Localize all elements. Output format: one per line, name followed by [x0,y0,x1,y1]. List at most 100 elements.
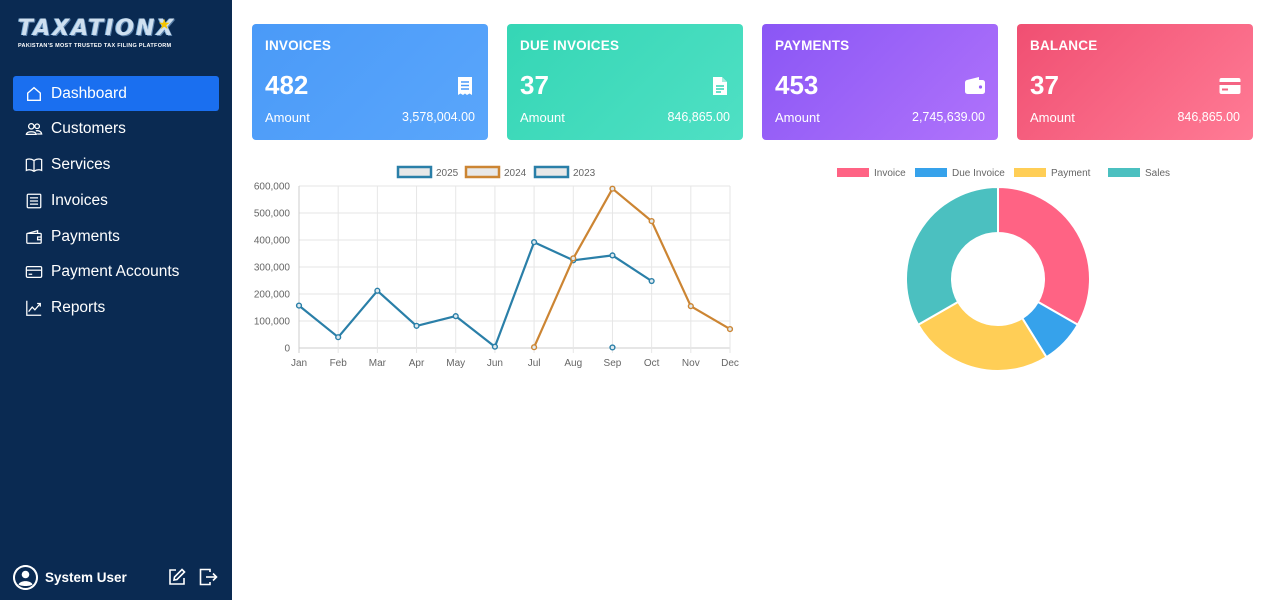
x-tick-label: Jan [291,358,307,369]
donut-slice-invoice [997,185,1091,327]
summary-donut-chart: Invoice Due Invoice Payment Sales [837,168,1170,372]
x-tick-label: Apr [409,358,425,369]
sidebar-item-label: Reports [51,299,106,317]
sidebar: TAXATIONX ★ PAKISTAN'S MOST TRUSTED TAX … [0,0,232,600]
data-point [609,252,616,259]
card-amount: 846,865.00 [1177,110,1240,124]
card-amount: 2,745,639.00 [912,110,985,124]
legend-item: 2025 [396,165,459,179]
legend-label: 2024 [504,168,527,179]
legend-label: Payment [1051,168,1091,179]
home-icon [25,85,43,103]
sidebar-item-label: Services [51,156,111,174]
chart-icon [25,299,43,317]
balance-card[interactable]: BALANCE 37 Amount 846,865.00 [1017,24,1253,140]
legend-item: Payment [1014,168,1091,179]
donut-slice-payment [916,300,1048,372]
invoices-card[interactable]: INVOICES 482 Amount 3,578,004.00 [252,24,488,140]
logo-wordmark: TAXATIONX [18,16,176,41]
sidebar-item-services[interactable]: Services [13,148,219,183]
card-title: PAYMENTS [775,38,850,53]
monthly-line-chart: 2025 2024 2023 0 100,000 200,000 300,000 400,00… [254,165,739,369]
y-tick-label: 500,000 [254,209,291,220]
data-point [335,334,342,341]
series-line-2025 [298,241,653,348]
sidebar-item-dashboard[interactable]: Dashboard [13,76,219,111]
x-tick-label: Feb [330,358,348,369]
legend-label: Due Invoice [952,168,1005,179]
legend-label: 2023 [573,168,596,179]
book-icon [25,156,43,174]
sidebar-item-payments[interactable]: Payments [13,219,219,254]
x-tick-label: Jul [528,358,541,369]
sidebar-item-invoices[interactable]: Invoices [13,183,219,218]
sidebar-item-label: Dashboard [51,84,127,102]
star-icon: ★ [158,16,171,32]
users-icon [25,120,43,138]
credit-card-icon [1219,78,1241,94]
logo[interactable]: TAXATIONX ★ PAKISTAN'S MOST TRUSTED TAX … [18,16,178,54]
logout-button[interactable] [197,566,219,588]
legend-swatch [396,165,433,179]
x-tick-label: Aug [564,358,582,369]
data-point [726,326,734,333]
y-tick-label: 300,000 [254,263,291,274]
legend-swatch [533,165,570,179]
wallet-icon [25,228,43,246]
legend-label: Invoice [874,168,906,179]
data-point [609,344,616,351]
data-point [374,287,381,294]
card-value: 37 [520,70,549,100]
y-tick-label: 100,000 [254,317,291,328]
legend-swatch [837,168,869,177]
sidebar-item-customers[interactable]: Customers [13,112,219,147]
x-tick-label: Mar [369,358,387,369]
card-title: DUE INVOICES [520,38,620,53]
due-invoices-card[interactable]: DUE INVOICES 37 Amount 846,865.00 [507,24,743,140]
legend-item: Sales [1108,168,1170,179]
logout-icon [199,568,218,586]
legend-label: Sales [1145,168,1170,179]
data-point [452,313,459,320]
data-point [491,343,499,350]
card-label: Amount [265,110,310,125]
x-tick-label: Oct [644,358,660,369]
data-point [570,255,577,262]
series-line-2024 [533,187,731,348]
card-value: 37 [1030,70,1059,100]
y-tick-label: 400,000 [254,236,291,247]
sidebar-item-label: Payments [51,227,120,245]
data-point [609,185,616,192]
card-title: BALANCE [1030,38,1098,53]
card-amount: 846,865.00 [667,110,730,124]
data-point [687,303,694,310]
sidebar-item-label: Invoices [51,191,108,209]
data-point [413,322,420,329]
x-tick-label: Dec [721,358,739,369]
card-label: Amount [775,110,820,125]
user-name: System User [45,569,127,585]
sidebar-item-label: Payment Accounts [51,263,180,281]
x-tick-label: Nov [682,358,700,369]
avatar[interactable] [13,564,38,590]
card-label: Amount [520,110,565,125]
wallet-icon [965,77,985,94]
sidebar-item-payment-accounts[interactable]: Payment Accounts [13,255,219,290]
data-point [648,277,655,285]
legend-item: Invoice [837,168,906,179]
y-tick-label: 0 [284,344,290,355]
legend-label: 2025 [436,168,459,179]
legend-swatch [1108,168,1140,177]
card-value: 453 [775,70,819,100]
data-point [530,239,538,246]
legend-item: 2023 [533,165,596,179]
sidebar-item-reports[interactable]: Reports [13,291,219,326]
data-point [530,344,538,351]
payments-card[interactable]: PAYMENTS 453 Amount 2,745,639.00 [762,24,998,140]
edit-profile-button[interactable] [166,566,188,588]
donut-slice-sales [905,185,999,327]
user-bar: System User [13,564,219,590]
dashboard-main: INVOICES 482 Amount 3,578,004.00 DUE INV… [232,0,1272,600]
credit-card-icon [25,263,43,281]
legend-item: 2024 [464,165,527,179]
